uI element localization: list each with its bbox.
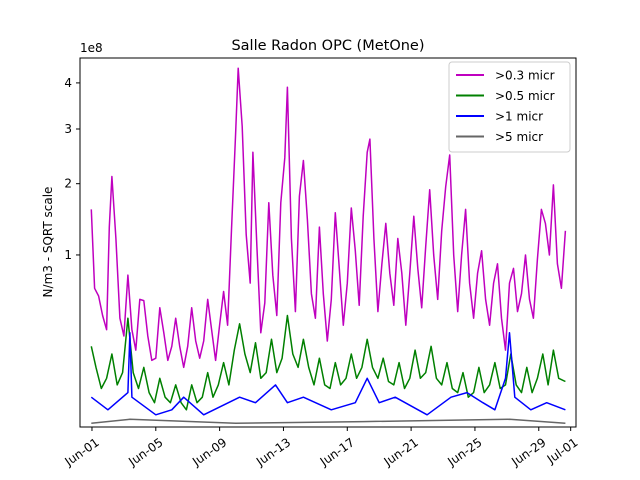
series-line-3 <box>91 418 566 424</box>
y-tick-label: 4 <box>64 76 72 90</box>
legend-label: >0.5 micr <box>495 89 555 103</box>
legend-label: >1 micr <box>495 110 543 124</box>
legend-label: >5 micr <box>495 130 543 144</box>
plot-frame <box>79 57 577 428</box>
plot-lines <box>90 67 567 424</box>
chart-title: Salle Radon OPC (MetOne) <box>231 38 424 54</box>
legend-box <box>448 61 571 153</box>
y-tick-label: 1 <box>64 248 72 262</box>
series-line-0 <box>90 67 567 369</box>
legend-label: >0.3 micr <box>495 69 555 83</box>
y-axis-ticks: 1 2 3 4 <box>64 76 80 262</box>
y-axis-label: N/m3 - SQRT scale <box>41 187 55 298</box>
y-axis-offset-label: 1e8 <box>80 41 103 55</box>
series-line-2 <box>90 332 566 416</box>
y-tick-label: 2 <box>64 177 72 191</box>
legend: >0.3 micr >0.5 micr >1 micr >5 micr <box>448 61 571 153</box>
series-line-1 <box>90 314 566 411</box>
y-tick-label: 3 <box>64 122 72 136</box>
